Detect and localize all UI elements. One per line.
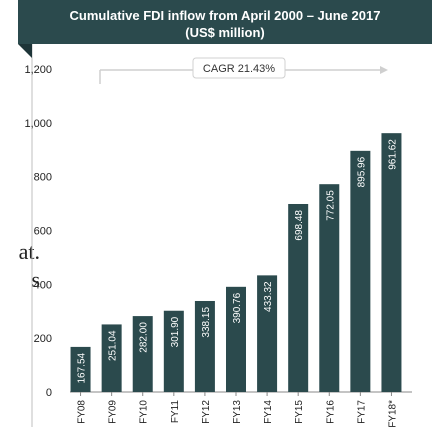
data-label: 167.54 <box>77 352 88 383</box>
x-tick-label: FY18* <box>387 400 398 427</box>
bar <box>319 184 340 392</box>
chart-title-line-1: Cumulative FDI inflow from April 2000 – … <box>69 8 381 23</box>
chart-title: Cumulative FDI inflow from April 2000 – … <box>18 0 432 44</box>
x-tick-label: FY16 <box>325 400 336 424</box>
data-label: 433.32 <box>263 281 274 312</box>
side-text-line-1: at. <box>18 239 40 264</box>
x-tick-label: FY10 <box>139 400 150 424</box>
data-label: 698.48 <box>294 210 305 241</box>
bar <box>350 150 371 392</box>
x-tick-label: FY17 <box>356 400 367 424</box>
bar <box>288 203 309 392</box>
bar <box>101 324 122 392</box>
x-tick-label: FY14 <box>263 400 274 424</box>
cagr-box <box>192 57 286 79</box>
y-tick-label: 1,000 <box>24 118 52 130</box>
data-label: 301.90 <box>170 316 181 347</box>
bar <box>381 133 402 393</box>
bar <box>194 300 215 392</box>
x-tick-label: FY12 <box>201 400 212 424</box>
bar <box>226 286 246 392</box>
bar <box>163 310 184 392</box>
cagr-label: CAGR 21.43% <box>203 63 275 75</box>
y-tick-label: 0 <box>46 387 52 399</box>
x-tick-label: FY15 <box>294 400 305 424</box>
bar <box>257 275 278 392</box>
data-label: 390.76 <box>232 292 243 323</box>
data-label: 338.15 <box>201 307 212 338</box>
data-label: 282.00 <box>139 322 150 353</box>
side-text-fragment: at. s <box>0 238 40 294</box>
bar <box>70 346 91 392</box>
chart-title-line-2: (US$ million) <box>185 25 265 40</box>
bar <box>132 316 153 392</box>
y-tick-label: 200 <box>34 333 52 345</box>
x-tick-label: FY11 <box>170 400 181 424</box>
title-corner-mark <box>18 44 32 58</box>
x-tick-label: FY13 <box>232 400 243 424</box>
y-tick-label: 600 <box>34 226 52 238</box>
x-tick-label: FY08 <box>77 400 88 424</box>
y-tick-label: 400 <box>34 279 52 291</box>
data-label: 772.05 <box>325 190 336 221</box>
y-tick-label: 800 <box>34 172 52 184</box>
cagr-arrow-head <box>380 66 388 74</box>
data-label: 961.62 <box>387 139 398 170</box>
data-label: 251.04 <box>108 330 119 361</box>
data-label: 895.96 <box>356 156 367 187</box>
side-text-line-2: s <box>31 267 40 292</box>
x-tick-label: FY09 <box>108 400 119 424</box>
y-tick-label: 1,200 <box>24 64 52 76</box>
